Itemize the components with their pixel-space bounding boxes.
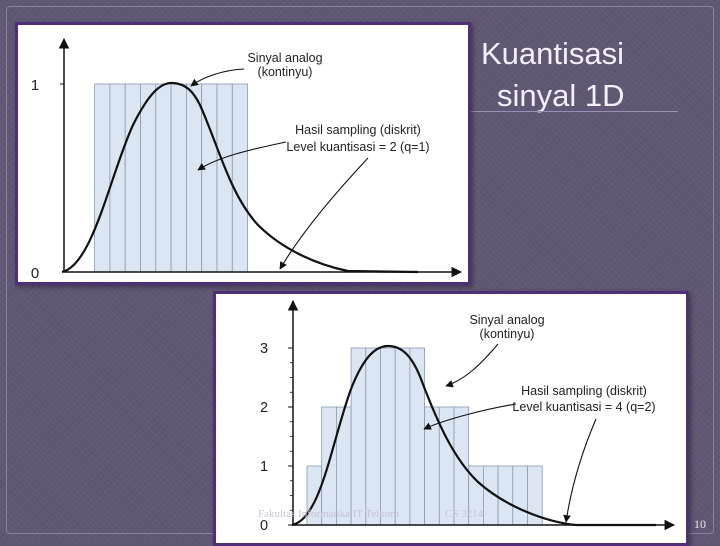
- page-number: 10: [694, 517, 706, 531]
- tail-arrow: [279, 157, 369, 270]
- y-tick-label: 1: [260, 459, 268, 475]
- sample-bar: [231, 83, 249, 273]
- footer-institution: Fakultas Informatika IT Telkom: [258, 508, 399, 520]
- quantization-chart-q1: 0 1 Sinyal analog(kontinyu) Hasil sampling …: [31, 37, 463, 282]
- quantization-chart-q2: 0 1 2 3 Sinyal analog(kontinyu) Hasil samplin…: [260, 299, 676, 534]
- title-divider: [470, 111, 678, 112]
- analog-label: Sinyal analog: [469, 313, 544, 327]
- slide-title-line2: sinyal 1D: [497, 78, 625, 113]
- sampling-label: Hasil sampling (diskrit): [295, 123, 421, 137]
- y-tick-label: 0: [260, 518, 268, 534]
- quantization-label: Level kuantisasi = 2 (q=1): [286, 140, 429, 154]
- sample-bar: [394, 347, 411, 526]
- y-tick-label: 1: [31, 77, 39, 94]
- analog-arrow: [190, 68, 245, 87]
- sampling-arrow: [197, 141, 287, 171]
- quantization-label: Level kuantisasi = 4 (q=2): [512, 400, 655, 414]
- tail-arrow: [563, 418, 597, 523]
- sample-bar: [380, 347, 396, 526]
- sample-bar: [424, 406, 440, 526]
- y-tick-label: 0: [31, 265, 39, 282]
- sample-bar: [94, 83, 111, 273]
- analog-label-sub: (kontinyu): [480, 327, 535, 341]
- slide-title-line1: Kuantisasi: [481, 36, 625, 71]
- analog-arrow: [445, 343, 499, 388]
- sample-bar: [124, 83, 141, 273]
- sample-bar: [140, 83, 157, 273]
- analog-signal-curve: [291, 344, 656, 527]
- sample-bar: [409, 347, 425, 526]
- sample-bar: [170, 83, 187, 273]
- sample-bar: [365, 347, 381, 526]
- analog-label-sub: (kontinyu): [258, 65, 313, 79]
- analog-label: Sinyal analog: [247, 51, 322, 65]
- y-tick-label: 3: [260, 341, 268, 357]
- y-tick-label: 2: [260, 400, 268, 416]
- chart-frame-q2: 0 1 2 3 Sinyal analog (kontinyu) Hasil samplin…: [213, 291, 689, 546]
- analog-signal-curve: [61, 81, 419, 274]
- sampling-label: Hasil sampling (diskrit): [521, 384, 647, 398]
- sample-bar: [155, 83, 172, 273]
- sample-bar: [185, 83, 203, 273]
- chart-frame-q1: 0 1 Sinyal analog (kontinyu) Hasil sampling …: [15, 22, 471, 285]
- footer-course-code: CS 3214: [445, 508, 484, 520]
- sample-bar: [497, 465, 514, 526]
- sample-bar: [512, 465, 528, 526]
- sampling-arrow: [423, 403, 517, 430]
